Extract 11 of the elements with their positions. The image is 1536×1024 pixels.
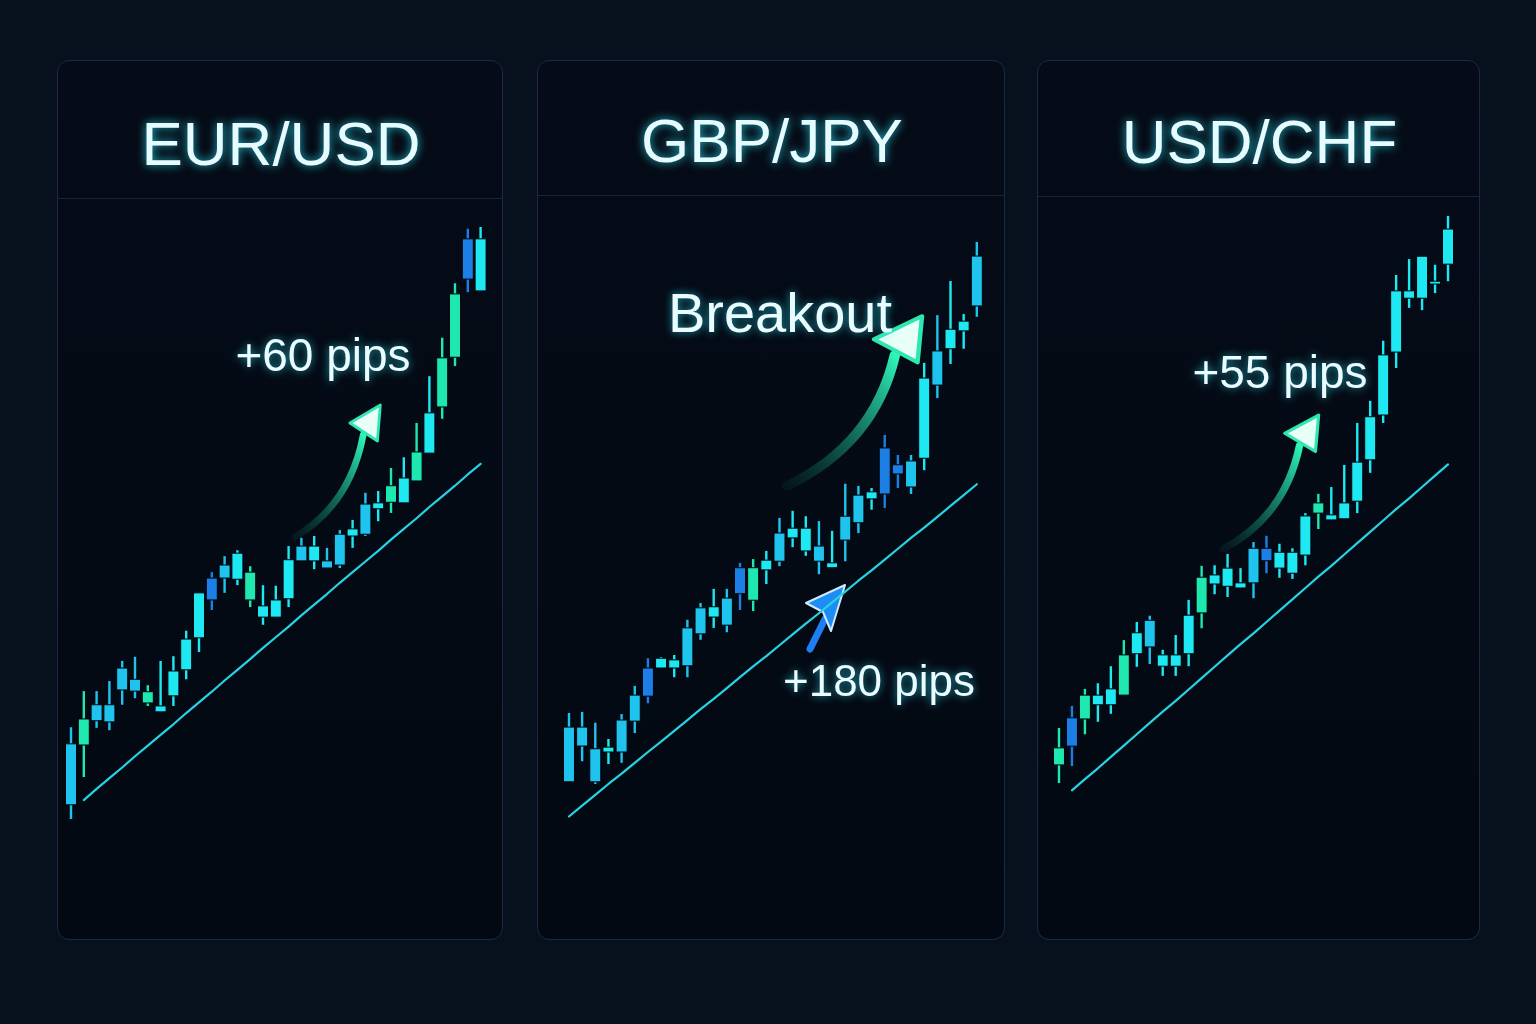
annotation: +55 pips xyxy=(1192,346,1368,398)
candlestick xyxy=(1052,726,1065,785)
annotation: +60 pips xyxy=(235,329,411,381)
chart-title: GBP/JPY xyxy=(641,105,903,175)
annotation: Breakout xyxy=(667,281,893,344)
candlestick xyxy=(154,659,167,714)
candlestick xyxy=(826,529,839,569)
chart-title: USD/CHF xyxy=(1121,106,1398,176)
chart-title: EUR/USD xyxy=(141,108,421,178)
annotation: +180 pips xyxy=(782,656,976,705)
candlestick xyxy=(1312,492,1325,531)
